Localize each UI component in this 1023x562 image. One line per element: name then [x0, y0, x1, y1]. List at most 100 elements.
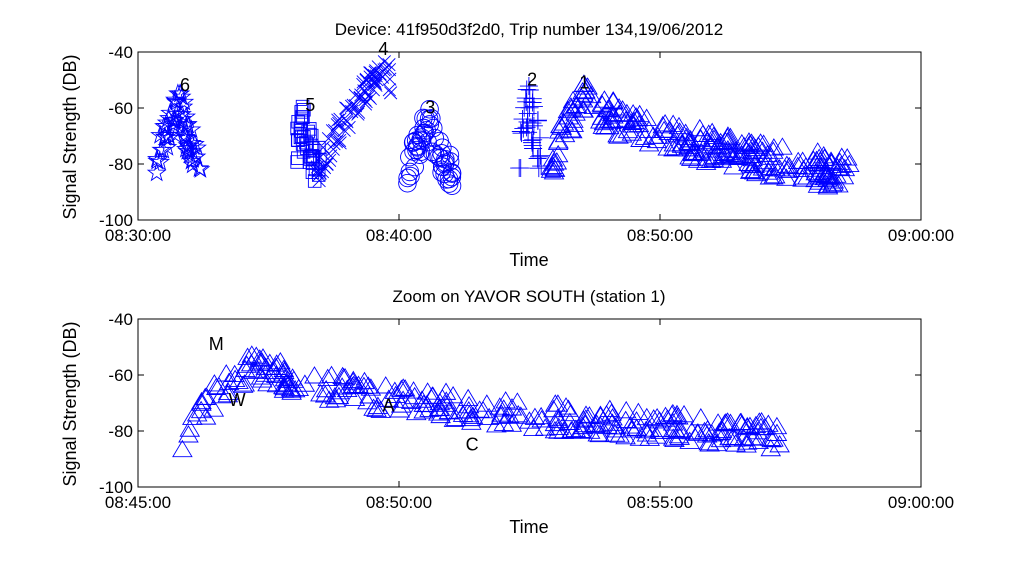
top-chart-ylabel: Signal Strength (DB) — [60, 54, 80, 219]
data-point — [224, 364, 245, 383]
data-point — [164, 110, 185, 130]
series-station-1 — [172, 345, 790, 458]
data-point — [358, 376, 379, 394]
top-panel: Device: 41f950d3f2d0, Trip number 134,19… — [60, 20, 954, 270]
data-point — [723, 157, 744, 175]
data-point — [181, 119, 202, 139]
data-point — [150, 124, 171, 144]
data-point — [442, 163, 462, 182]
data-point — [405, 402, 427, 421]
data-point — [769, 434, 790, 453]
data-point — [432, 163, 451, 182]
data-point — [172, 439, 193, 458]
data-point — [270, 351, 291, 370]
data-point — [706, 137, 728, 155]
data-point — [601, 403, 622, 421]
data-point — [356, 75, 370, 89]
annotation-label: C — [466, 435, 479, 455]
data-point — [368, 65, 382, 79]
data-point — [311, 163, 325, 177]
data-point — [266, 354, 287, 372]
data-point — [312, 174, 326, 188]
data-point — [358, 93, 372, 107]
data-point — [273, 376, 294, 395]
data-point — [649, 411, 670, 429]
data-point — [692, 124, 714, 142]
data-point — [340, 101, 354, 116]
data-point — [710, 429, 732, 448]
data-point — [234, 374, 255, 392]
data-point — [590, 405, 611, 423]
data-point — [575, 405, 597, 423]
data-point — [360, 378, 382, 396]
data-point — [839, 154, 860, 173]
data-point — [178, 425, 199, 443]
data-point — [354, 371, 375, 390]
data-point — [560, 97, 582, 115]
data-point — [635, 420, 657, 439]
data-point — [548, 121, 570, 139]
data-point — [531, 410, 553, 428]
data-point — [524, 407, 546, 425]
data-point — [317, 368, 338, 386]
data-point — [472, 400, 494, 419]
data-point — [164, 118, 185, 137]
data-point — [276, 373, 297, 392]
data-point — [166, 92, 187, 111]
data-point — [710, 422, 732, 440]
data-point — [417, 382, 438, 400]
x-tick-label: 08:55:00 — [627, 493, 693, 512]
data-point — [320, 157, 334, 172]
data-point — [325, 389, 347, 408]
data-point — [295, 99, 310, 114]
data-point — [668, 116, 690, 135]
data-point — [294, 105, 308, 119]
data-point — [630, 129, 651, 147]
data-point — [714, 414, 735, 432]
data-point — [697, 419, 718, 438]
data-point — [679, 147, 700, 165]
data-point — [579, 406, 600, 424]
data-point — [460, 408, 481, 427]
x-tick-label: 08:40:00 — [366, 226, 432, 245]
data-point — [615, 410, 636, 428]
data-point — [457, 388, 479, 407]
data-point — [760, 147, 782, 165]
y-tick-label: -40 — [108, 310, 133, 329]
data-point — [204, 374, 225, 392]
data-point — [353, 90, 367, 105]
data-point — [542, 149, 564, 167]
data-point — [744, 155, 766, 174]
data-point — [540, 157, 562, 175]
data-point — [754, 417, 776, 436]
data-point — [215, 364, 237, 382]
data-point — [681, 421, 703, 440]
data-point — [343, 370, 364, 389]
data-point — [514, 119, 533, 138]
data-point — [615, 400, 637, 419]
data-point — [605, 417, 626, 435]
data-point — [531, 146, 550, 165]
data-point — [629, 428, 651, 446]
data-point — [736, 432, 758, 450]
top-chart-title: Device: 41f950d3f2d0, Trip number 134,19… — [335, 20, 723, 39]
data-point — [560, 403, 582, 422]
data-point — [491, 404, 512, 422]
data-point — [701, 424, 723, 442]
data-point — [513, 110, 532, 129]
data-point — [717, 412, 738, 430]
data-point — [602, 92, 624, 110]
data-point — [442, 167, 462, 187]
data-point — [666, 404, 688, 423]
bottom-chart-xlabel: Time — [509, 517, 548, 537]
data-point — [758, 414, 779, 432]
data-point — [208, 376, 230, 395]
data-point — [290, 155, 304, 169]
data-point — [314, 385, 336, 403]
data-point — [622, 104, 644, 122]
data-point — [333, 368, 354, 386]
data-point — [738, 132, 760, 150]
data-point — [478, 407, 500, 426]
x-tick-label: 09:00:00 — [888, 226, 954, 245]
